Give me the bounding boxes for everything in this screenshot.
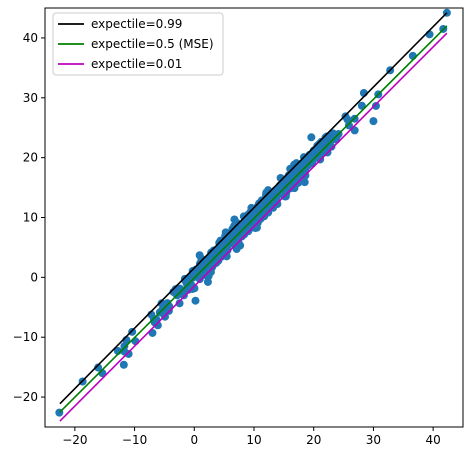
legend-label: expectile=0.01: [91, 57, 182, 71]
y-tick-label: −10: [13, 330, 38, 344]
y-tick-label: 0: [30, 270, 38, 284]
scatter-point: [119, 360, 128, 369]
y-tick-label: 20: [23, 151, 38, 165]
legend-box: [52, 12, 224, 76]
legend: expectile=0.99 expectile=0.5 (MSE) expecti…: [52, 12, 224, 76]
scatter-point: [408, 51, 417, 60]
scatter-point: [252, 223, 261, 232]
x-axis: −20 −10 0 10 20 30 40: [62, 427, 441, 447]
scatter-point: [294, 168, 303, 177]
scatter-point: [308, 158, 317, 167]
scatter-point: [276, 173, 285, 182]
y-tick-label: 30: [23, 91, 38, 105]
x-tick-label: 20: [306, 433, 321, 447]
legend-label: expectile=0.5 (MSE): [91, 37, 214, 51]
scatter-point: [200, 265, 209, 274]
scatter-point: [279, 183, 288, 192]
legend-label: expectile=0.99: [91, 17, 182, 31]
scatter-point: [270, 186, 279, 195]
x-tick-label: 30: [366, 433, 381, 447]
series-line-2: [59, 32, 448, 422]
scatter-point: [314, 146, 323, 155]
scatter-point: [369, 117, 378, 126]
scatter-point: [255, 215, 264, 224]
scatter-point: [210, 259, 219, 268]
series-line-0: [59, 12, 448, 405]
scatter-point: [186, 284, 195, 293]
fit-lines: [59, 12, 448, 422]
scatter-point: [317, 138, 326, 147]
scatter-point: [238, 231, 247, 240]
scatter-point: [263, 191, 272, 200]
scatter-point: [191, 296, 200, 305]
y-tick-label: 40: [23, 31, 38, 45]
y-tick-label: 10: [23, 211, 38, 225]
scatter-point: [282, 174, 291, 183]
scatter-point: [300, 178, 309, 187]
scatter-point: [153, 321, 162, 330]
y-tick-label: −20: [13, 390, 38, 404]
scatter-point: [124, 349, 133, 358]
x-tick-label: 0: [190, 433, 198, 447]
scatter-point: [261, 204, 270, 213]
scatter-point: [203, 277, 212, 286]
scatter-point: [190, 271, 199, 280]
scatter-point: [195, 251, 204, 260]
scatter-point: [268, 197, 277, 206]
scatter-point: [94, 363, 103, 372]
scatter-point: [204, 272, 213, 281]
x-tick-label: −10: [122, 433, 147, 447]
scatter-point: [425, 30, 434, 39]
x-tick-label: 10: [246, 433, 261, 447]
y-axis: −20 −10 0 10 20 30 40: [13, 31, 45, 404]
scatter-point: [341, 112, 350, 121]
scatter-point: [197, 259, 206, 268]
scatter-point: [222, 233, 231, 242]
scatter-point: [175, 299, 184, 308]
scatter-point: [257, 198, 266, 207]
scatter-point: [163, 299, 172, 308]
x-tick-label: 40: [426, 433, 441, 447]
scatter-point: [371, 101, 380, 110]
series-line-1: [59, 25, 448, 413]
scatter-point: [230, 215, 239, 224]
scatter-point: [307, 133, 316, 142]
x-tick-label: −20: [62, 433, 87, 447]
